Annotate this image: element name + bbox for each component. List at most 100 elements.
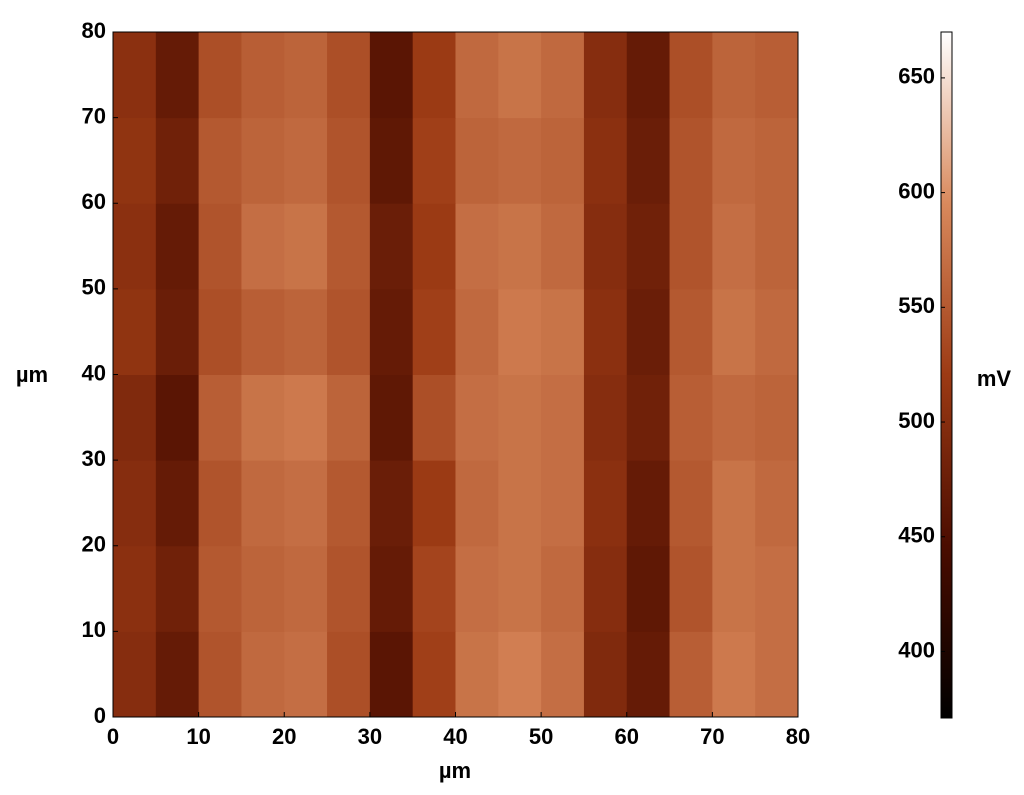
heatmap-cell — [198, 32, 242, 119]
heatmap-cell — [241, 545, 285, 632]
heatmap-cell — [583, 374, 628, 461]
heatmap-cell — [369, 288, 414, 375]
x-tick-label: 70 — [700, 724, 724, 749]
heatmap-cell — [498, 32, 542, 119]
heatmap-cell — [369, 32, 414, 119]
heatmap-cell — [412, 288, 456, 375]
heatmap-cell — [327, 117, 371, 204]
heatmap-cell — [583, 545, 628, 632]
colorbar — [940, 31, 953, 719]
heatmap-cell — [113, 32, 157, 119]
heatmap-cell — [455, 545, 499, 632]
heatmap-cell — [583, 117, 628, 204]
heatmap-cell — [626, 545, 671, 632]
heatmap-cell — [113, 460, 157, 547]
heatmap-cell — [155, 545, 200, 632]
heatmap-cell — [241, 631, 285, 718]
heatmap-cell — [626, 117, 671, 204]
heatmap-cell — [369, 631, 414, 718]
heatmap-cell — [198, 545, 242, 632]
heatmap-cell — [327, 32, 371, 119]
heatmap-cell — [541, 460, 585, 547]
heatmap-cell — [327, 631, 371, 718]
heatmap-cell — [498, 460, 542, 547]
x-tick-label: 40 — [443, 724, 467, 749]
y-tick-label: 10 — [82, 617, 106, 642]
heatmap-cell — [755, 117, 799, 204]
heatmap-cell — [669, 460, 713, 547]
heatmap-cell — [455, 203, 499, 290]
heatmap-cell — [198, 374, 242, 461]
heatmap-cell — [669, 203, 713, 290]
heatmap-cell — [113, 288, 157, 375]
heatmap-cell — [455, 288, 499, 375]
heatmap-cell — [669, 374, 713, 461]
heatmap-cell — [284, 203, 328, 290]
heatmap-cell — [412, 545, 456, 632]
heatmap-cell — [412, 374, 456, 461]
heatmap-cell — [155, 374, 200, 461]
heatmap-cell — [412, 32, 456, 119]
heatmap-cell — [455, 32, 499, 119]
heatmap-cell — [712, 288, 756, 375]
colorbar-tick-label: 550 — [898, 293, 935, 318]
heatmap-cell — [327, 288, 371, 375]
heatmap-cell — [541, 32, 585, 119]
heatmap-cell — [498, 374, 542, 461]
heatmap-cell — [583, 288, 628, 375]
heatmap-cell — [369, 545, 414, 632]
y-tick-label: 70 — [82, 103, 106, 128]
heatmap-cell — [284, 117, 328, 204]
heatmap-cell — [455, 460, 499, 547]
heatmap-cell — [155, 32, 200, 119]
heatmap-cell — [498, 203, 542, 290]
y-tick-label: 50 — [82, 275, 106, 300]
heatmap — [113, 32, 799, 718]
heatmap-cell — [113, 374, 157, 461]
heatmap-cell — [412, 117, 456, 204]
heatmap-cell — [241, 203, 285, 290]
heatmap-cell — [498, 288, 542, 375]
heatmap-cell — [541, 545, 585, 632]
heatmap-cell — [712, 32, 756, 119]
heatmap-cell — [755, 32, 799, 119]
heatmap-cell — [412, 203, 456, 290]
heatmap-cell — [155, 460, 200, 547]
colorbar-tick-label: 450 — [898, 523, 935, 548]
heatmap-cell — [155, 631, 200, 718]
heatmap-cell — [327, 374, 371, 461]
heatmap-cell — [669, 32, 713, 119]
heatmap-cell — [284, 374, 328, 461]
heatmap-cell — [284, 288, 328, 375]
heatmap-cell — [669, 288, 713, 375]
y-axis-label: µm — [16, 362, 48, 387]
heatmap-cell — [113, 203, 157, 290]
heatmap-cell — [327, 203, 371, 290]
heatmap-cell — [669, 117, 713, 204]
x-tick-label: 0 — [107, 724, 119, 749]
heatmap-cell — [712, 460, 756, 547]
heatmap-cell — [198, 203, 242, 290]
heatmap-cell — [412, 460, 456, 547]
heatmap-cell — [583, 460, 628, 547]
y-tick-label: 20 — [82, 532, 106, 557]
heatmap-cell — [541, 288, 585, 375]
heatmap-cell — [327, 545, 371, 632]
colorbar-tick-label: 500 — [898, 408, 935, 433]
heatmap-cell — [284, 460, 328, 547]
heatmap-cell — [113, 631, 157, 718]
x-tick-label: 50 — [529, 724, 553, 749]
heatmap-cell — [369, 374, 414, 461]
heatmap-cell — [369, 460, 414, 547]
heatmap-cell — [583, 203, 628, 290]
heatmap-cell — [755, 203, 799, 290]
heatmap-cell — [626, 32, 671, 119]
x-tick-label: 30 — [358, 724, 382, 749]
heatmap-cell — [198, 288, 242, 375]
heatmap-cell — [498, 545, 542, 632]
x-axis-label: µm — [439, 758, 471, 783]
heatmap-cell — [327, 460, 371, 547]
heatmap-cell — [626, 203, 671, 290]
heatmap-cell — [198, 460, 242, 547]
